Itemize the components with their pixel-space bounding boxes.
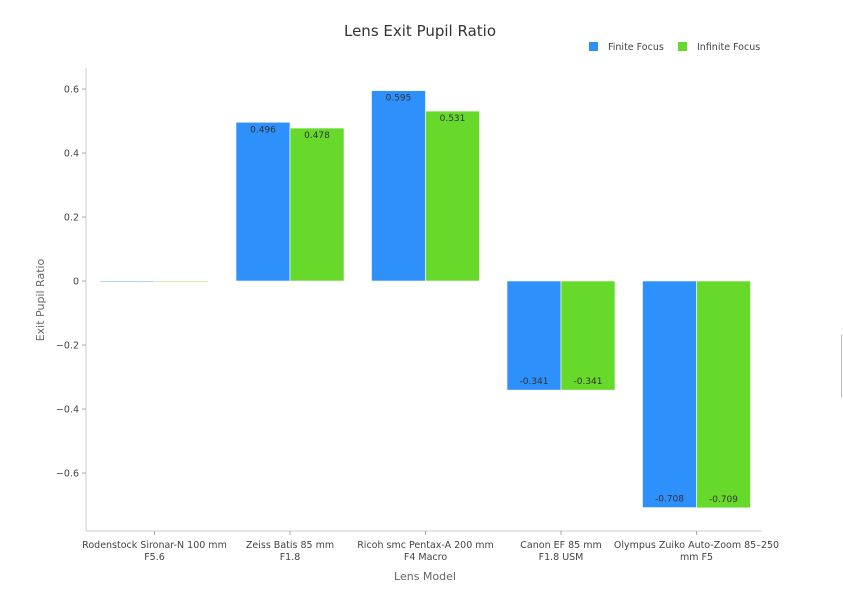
data-label: -0.341 bbox=[573, 377, 602, 387]
bar-infinite-1[interactable] bbox=[289, 127, 345, 282]
bar-finite-4[interactable] bbox=[642, 280, 697, 508]
x-tick-label: Rodenstock Sironar-N 100 mm bbox=[82, 540, 227, 551]
x-tick-label: Ricoh smc Pentax-A 200 mm bbox=[357, 540, 494, 551]
y-tick-label: 0.6 bbox=[64, 85, 79, 96]
x-tick-label: F5.6 bbox=[144, 552, 165, 563]
chart-title: Lens Exit Pupil Ratio bbox=[344, 22, 496, 40]
bar-infinite-4[interactable] bbox=[696, 280, 751, 509]
legend-label-0[interactable]: Finite Focus bbox=[608, 42, 664, 53]
x-axis-title: Lens Model bbox=[394, 570, 456, 583]
x-tick-label: mm F5 bbox=[680, 552, 713, 563]
data-label: -0.708 bbox=[655, 495, 684, 505]
y-axis-title: Exit Pupil Ratio bbox=[34, 258, 47, 341]
bar-infinite-3[interactable] bbox=[560, 280, 616, 391]
bar-infinite-2[interactable] bbox=[425, 110, 480, 282]
bar-infinite-0[interactable] bbox=[154, 280, 209, 283]
x-tick-label: F1.8 bbox=[280, 552, 301, 563]
bar-finite-1[interactable] bbox=[235, 121, 291, 282]
y-tick-label: −0.6 bbox=[56, 469, 79, 480]
data-label: -0.341 bbox=[519, 377, 548, 387]
data-label: 0.496 bbox=[250, 125, 276, 135]
legend-swatch-0[interactable] bbox=[589, 42, 598, 51]
y-tick-label: −0.4 bbox=[56, 405, 79, 416]
bar-finite-0[interactable] bbox=[100, 280, 155, 283]
data-label: 0.531 bbox=[440, 114, 466, 124]
legend: Finite Focus Infinite Focus bbox=[589, 42, 760, 53]
data-label: 0.595 bbox=[386, 94, 412, 104]
legend-swatch-1[interactable] bbox=[678, 42, 687, 51]
bars: 0.496 0.478 0.595 0.531 -0.341 -0.341 -0.708 -0… bbox=[100, 90, 751, 509]
x-tick-label: Olympus Zuiko Auto-Zoom 85–250 bbox=[614, 540, 779, 551]
y-tick-label: −0.2 bbox=[56, 341, 79, 352]
y-tick-label: 0 bbox=[73, 277, 79, 288]
x-tick-label: F4 Macro bbox=[404, 552, 447, 563]
bar-finite-2[interactable] bbox=[371, 90, 426, 282]
y-tick-label: 0.4 bbox=[64, 149, 79, 160]
x-tick-label: Zeiss Batis 85 mm bbox=[246, 540, 334, 551]
y-tick-label: 0.2 bbox=[64, 213, 79, 224]
y-axis-ticks: 0.6 0.4 0.2 0 −0.2 −0.4 −0.6 bbox=[56, 85, 86, 480]
x-tick-label: Canon EF 85 mm bbox=[520, 540, 601, 551]
data-label: -0.709 bbox=[709, 495, 738, 505]
data-label: 0.478 bbox=[304, 131, 330, 141]
bar-finite-3[interactable] bbox=[506, 280, 562, 391]
scrollbar-stub[interactable] bbox=[841, 335, 842, 397]
legend-label-1[interactable]: Infinite Focus bbox=[697, 42, 760, 53]
x-tick-label: F1.8 USM bbox=[539, 552, 584, 563]
